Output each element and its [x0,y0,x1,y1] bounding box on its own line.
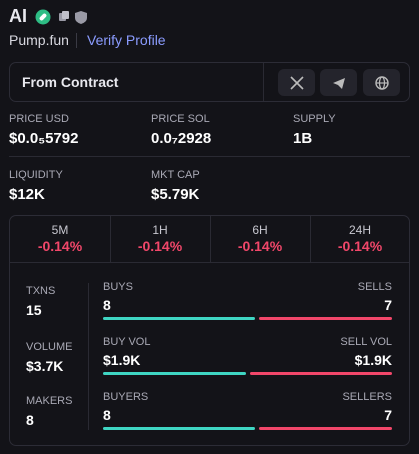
sell-bar [259,317,392,320]
stat-label: MKT CAP [151,169,200,181]
split-value: $1.9K [354,352,392,368]
stat-label: LIQUIDITY [9,169,63,181]
x-button[interactable] [278,69,315,96]
total-value: 15 [26,302,42,318]
period-label: 5M [51,223,69,237]
token-title: AI [9,6,27,26]
stat-label: PRICE SOL [151,113,210,125]
split-label: SELLS [357,281,392,293]
period-label: 24H [348,223,371,237]
change-value: -0.14% [237,238,283,254]
total-value: $3.7K [26,358,64,374]
period-label: 6H [252,223,268,237]
split-value: 8 [103,297,111,313]
total-value: 8 [26,412,34,428]
split-label: SELLERS [342,391,392,403]
change-value: -0.14% [337,238,383,254]
total-label: VOLUME [26,341,73,353]
period-label: 1H [152,223,168,237]
stat-value: $5.79K [151,186,200,203]
buy-bar [103,427,255,430]
contract-label: From Contract [22,74,119,90]
website-button[interactable] [363,69,400,96]
split-label: BUYS [103,281,133,293]
platform: Pump.fun [9,32,69,48]
contract-box [9,62,410,102]
change-value: -0.14% [137,238,183,254]
split-label: BUYERS [103,391,149,403]
globe-icon [374,75,389,90]
stat-value: $12K [9,186,45,203]
telegram-button[interactable] [320,69,357,96]
stat-value: 1B [293,130,313,147]
split-label: BUY VOL [103,336,151,348]
split-value: 7 [384,407,392,423]
split-value: 8 [103,407,111,423]
sell-bar [259,427,392,430]
buy-bar [103,372,246,375]
stats-box [9,215,410,446]
telegram-icon [332,77,345,89]
total-label: MAKERS [26,395,73,407]
stat-value: 0.0₇2928 [151,130,212,147]
stat-value: $0.0₅5792 [9,130,79,147]
change-value: -0.14% [37,238,83,254]
title-icons [35,9,87,25]
total-label: TXNS [26,285,56,297]
split-label: SELL VOL [340,336,392,348]
x-icon [289,75,304,90]
split-value: 7 [384,297,392,313]
verify-profile[interactable]: Verify Profile [87,32,166,48]
stat-label: SUPPLY [293,113,336,125]
split-value: $1.9K [103,352,141,368]
buy-bar [103,317,255,320]
sell-bar [249,372,392,375]
stat-label: PRICE USD [9,113,69,125]
